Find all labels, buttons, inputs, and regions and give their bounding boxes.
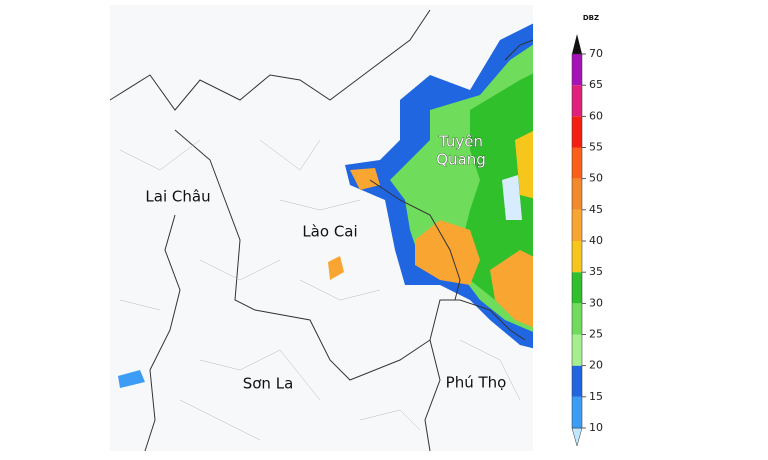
- district-borders: [119, 139, 521, 441]
- colorbar-under: [571, 427, 583, 447]
- colorbar-tick-label: 60: [589, 109, 603, 122]
- colorbar-segment: [572, 116, 582, 148]
- colorbar-tick-label: 10: [589, 421, 603, 434]
- colorbar-tick-label: 55: [589, 141, 603, 154]
- colorbar-segment: [572, 365, 582, 397]
- colorbar-tick-label: 65: [589, 78, 603, 91]
- colorbar-tick-label: 15: [589, 390, 603, 403]
- colorbar-segment: [572, 396, 582, 428]
- place-label: Sơn La: [243, 375, 294, 393]
- colorbar-segment: [572, 147, 582, 179]
- place-label: Phú Thọ: [446, 374, 507, 392]
- colorbar-segment: [572, 272, 582, 304]
- colorbar-segment: [572, 334, 582, 366]
- colorbar-tick-label: 35: [589, 265, 603, 278]
- colorbar-tick-label: 30: [589, 296, 603, 309]
- colorbar: DBZ 10 15 20 25 30 35 40 45 50 55 60 65 70: [571, 14, 603, 447]
- colorbar-tick-label: 50: [589, 172, 603, 185]
- radar-echoes: [118, 23, 533, 388]
- place-label: Lào Cai: [302, 223, 357, 241]
- colorbar-tick-label: 45: [589, 203, 603, 216]
- place-label: Lai Châu: [145, 188, 210, 206]
- echo-orange: [415, 220, 480, 285]
- echo-gap: [502, 175, 522, 220]
- colorbar-over: [572, 34, 582, 54]
- echo-orange: [328, 256, 344, 280]
- colorbar-segment: [572, 303, 582, 335]
- colorbar-segment: [572, 54, 582, 86]
- colorbar-segment: [572, 178, 582, 210]
- colorbar-tick-label: 40: [589, 234, 603, 247]
- echo-orange: [490, 250, 533, 328]
- colorbar-segment: [572, 85, 582, 117]
- colorbar-segment: [572, 209, 582, 241]
- echo-light-blue: [118, 370, 145, 388]
- province-borders: [109, 9, 534, 452]
- colorbar-tick-label: 70: [589, 47, 603, 60]
- colorbar-tick-label: 20: [589, 359, 603, 372]
- place-label: Tuyên: [438, 133, 483, 151]
- colorbar-segment: [572, 241, 582, 273]
- colorbar-tick-label: 25: [589, 328, 603, 341]
- echo-yellow: [515, 131, 533, 199]
- echo-orange: [350, 168, 380, 190]
- colorbar-title: DBZ: [583, 14, 599, 22]
- place-label: Quang: [436, 151, 486, 169]
